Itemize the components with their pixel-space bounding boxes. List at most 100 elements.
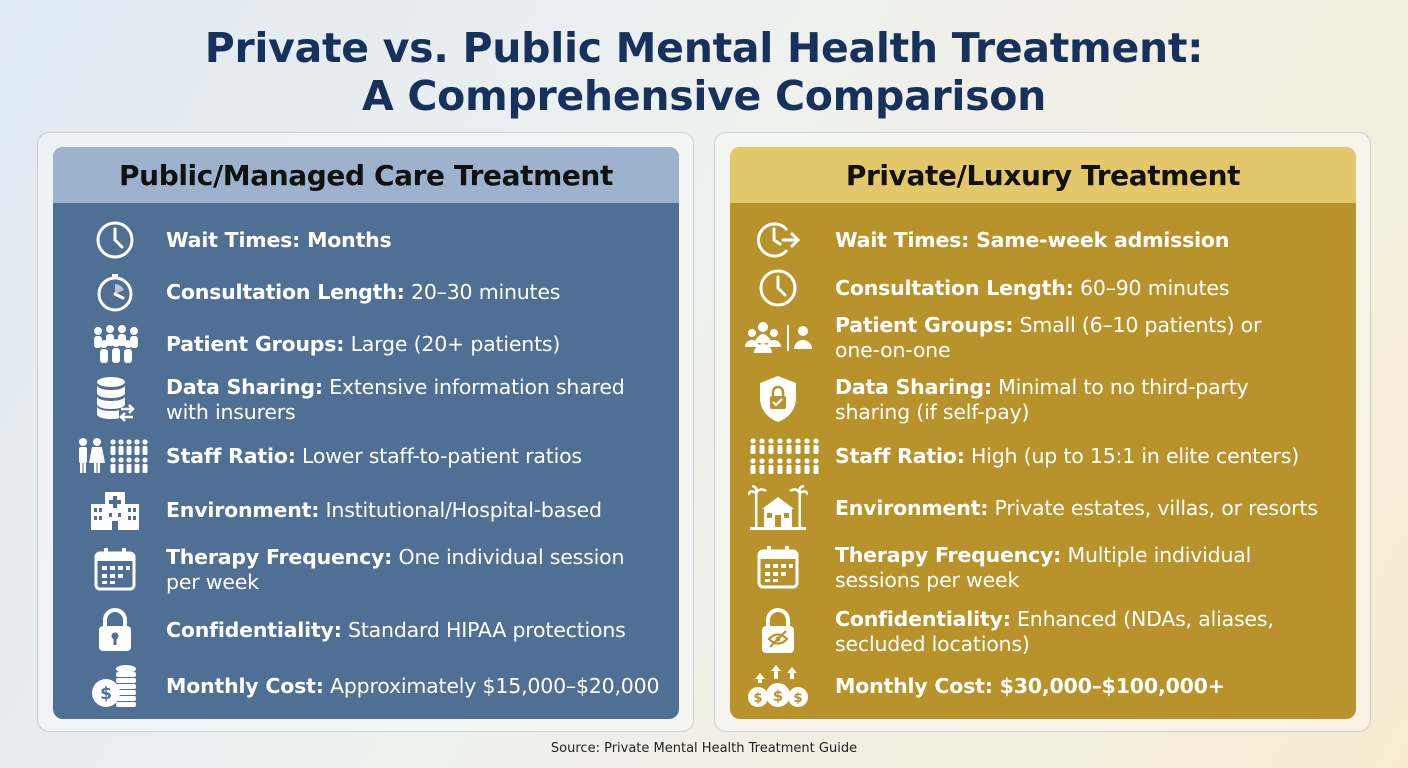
row-value: High (up to 15:1 in elite centers) [964, 444, 1300, 468]
staff-people-icon [746, 431, 826, 481]
private-row-text: Staff Ratio: High (up to 15:1 in elite c… [835, 444, 1299, 469]
row-label: Monthly Cost: $30,000–$100,000+ [835, 674, 1225, 698]
row-value-line2: with insurers [166, 400, 296, 424]
private-row-text: Data Sharing: Minimal to no third-party s… [835, 375, 1249, 425]
private-row-text: Confidentiality: Enhanced (NDAs, aliases… [835, 607, 1274, 657]
row-value: Enhanced (NDAs, aliases, [1010, 607, 1274, 631]
private-row-confidentiality: Confidentiality: Enhanced (NDAs, aliases… [730, 601, 1356, 661]
svg-text:$: $ [100, 684, 112, 704]
private-panel: Private/Luxury Treatment Wait Times: Sam… [714, 132, 1371, 732]
public-row-therapy-frequency: Therapy Frequency: One individual sessio… [53, 539, 679, 599]
public-row-staff-ratio: Staff Ratio: Lower staff-to-patient rati… [53, 431, 679, 481]
row-value: 20–30 minutes [404, 280, 561, 304]
row-label: Consultation Length: [835, 276, 1074, 300]
shield-check-icon [748, 374, 808, 424]
clock-icon [748, 263, 808, 313]
calendar-icon [748, 542, 808, 592]
public-row-consultation: Consultation Length: 20–30 minutes [53, 267, 679, 317]
public-row-data-sharing: Data Sharing: Extensive information shar… [53, 369, 679, 429]
coins-icon: $ [85, 661, 145, 711]
row-label: Data Sharing: [166, 375, 323, 399]
public-card: Public/Managed Care Treatment Wait Times… [53, 147, 679, 719]
row-value: Minimal to no third-party [991, 375, 1249, 399]
database-transfer-icon [85, 374, 145, 424]
row-value: Extensive information shared [322, 375, 625, 399]
row-value-line2: per week [166, 570, 259, 594]
calendar-icon [85, 544, 145, 594]
lock-eye-icon [748, 606, 808, 656]
row-value: Approximately $15,000–$20,000 [323, 674, 660, 698]
lock-icon [85, 605, 145, 655]
row-value: Standard HIPAA protections [341, 618, 626, 642]
private-row-monthly-cost: $ $ $ Monthly Cost: $30,000–$100,000+ [730, 661, 1356, 711]
private-row-wait-times: Wait Times: Same-week admission [730, 215, 1356, 265]
row-value: 60–90 minutes [1073, 276, 1230, 300]
svg-text:$: $ [793, 691, 802, 706]
public-row-text: Therapy Frequency: One individual sessio… [166, 545, 624, 595]
row-value-line2: secluded locations) [835, 632, 1030, 656]
small-group-icon [740, 312, 820, 362]
crowd-icon [85, 319, 145, 369]
row-value: Lower staff-to-patient ratios [295, 444, 582, 468]
public-row-text: Consultation Length: 20–30 minutes [166, 280, 560, 305]
row-label: Wait Times: Months [166, 228, 392, 252]
row-label: Patient Groups: [835, 313, 1014, 337]
public-row-text: Data Sharing: Extensive information shar… [166, 375, 625, 425]
clock-icon [85, 215, 145, 265]
private-row-text: Consultation Length: 60–90 minutes [835, 276, 1229, 301]
row-label: Wait Times: Same-week admission [835, 228, 1230, 252]
row-value-line2: sharing (if self-pay) [835, 400, 1030, 424]
staff-people-icon [73, 431, 157, 481]
private-row-data-sharing: Data Sharing: Minimal to no third-party s… [730, 369, 1356, 429]
row-value: Private estates, villas, or resorts [988, 496, 1318, 520]
public-panel: Public/Managed Care Treatment Wait Times… [37, 132, 694, 732]
public-row-patient-groups: Patient Groups: Large (20+ patients) [53, 319, 679, 369]
title-line-1: Private vs. Public Mental Health Treatme… [204, 24, 1204, 72]
title-line-2: A Comprehensive Comparison [361, 72, 1047, 120]
page-title: Private vs. Public Mental Health Treatme… [0, 24, 1408, 120]
public-row-text: Staff Ratio: Lower staff-to-patient rati… [166, 444, 582, 469]
private-row-text: Monthly Cost: $30,000–$100,000+ [835, 674, 1225, 699]
private-row-text: Environment: Private estates, villas, or… [835, 496, 1318, 521]
private-row-staff-ratio: Staff Ratio: High (up to 15:1 in elite c… [730, 431, 1356, 481]
private-card-heading: Private/Luxury Treatment [730, 147, 1356, 203]
row-value: One individual session [392, 545, 625, 569]
row-label: Confidentiality: [166, 618, 342, 642]
svg-text:$: $ [773, 687, 783, 705]
row-value: Institutional/Hospital-based [319, 498, 602, 522]
row-label: Therapy Frequency: [835, 543, 1062, 567]
public-row-text: Wait Times: Months [166, 228, 392, 253]
private-row-therapy-frequency: Therapy Frequency: Multiple individual se… [730, 537, 1356, 597]
stopwatch-icon [85, 267, 145, 317]
row-value-line2: one-on-one [835, 338, 951, 362]
public-row-confidentiality: Confidentiality: Standard HIPAA protecti… [53, 605, 679, 655]
row-label: Consultation Length: [166, 280, 405, 304]
private-row-text: Patient Groups: Small (6–10 patients) or… [835, 313, 1261, 363]
fast-clock-icon [748, 215, 808, 265]
villa-icon [748, 483, 808, 533]
svg-text:$: $ [753, 691, 762, 706]
row-label: Patient Groups: [166, 332, 345, 356]
row-label: Staff Ratio: [835, 444, 965, 468]
row-label: Monthly Cost: [166, 674, 324, 698]
private-row-consultation: Consultation Length: 60–90 minutes [730, 263, 1356, 313]
row-label: Confidentiality: [835, 607, 1011, 631]
source-note: Source: Private Mental Health Treatment … [550, 741, 858, 756]
private-row-text: Wait Times: Same-week admission [835, 228, 1229, 253]
public-row-text: Patient Groups: Large (20+ patients) [166, 332, 560, 357]
row-value: Large (20+ patients) [344, 332, 561, 356]
private-row-text: Therapy Frequency: Multiple individual se… [835, 543, 1251, 593]
private-row-environment: Environment: Private estates, villas, or… [730, 483, 1356, 533]
public-row-environment: Environment: Institutional/Hospital-base… [53, 485, 679, 535]
hospital-icon [85, 485, 145, 535]
row-label: Therapy Frequency: [166, 545, 393, 569]
public-row-monthly-cost: $ Monthly Cost: Approximately $15,000–$2… [53, 661, 679, 711]
private-row-patient-groups: Patient Groups: Small (6–10 patients) or… [730, 309, 1356, 365]
private-card: Private/Luxury Treatment Wait Times: Sam… [730, 147, 1356, 719]
row-value: Small (6–10 patients) or [1013, 313, 1262, 337]
public-row-text: Monthly Cost: Approximately $15,000–$20,… [166, 674, 660, 699]
row-value: Multiple individual [1061, 543, 1252, 567]
row-label: Environment: [835, 496, 989, 520]
row-label: Environment: [166, 498, 320, 522]
public-row-wait-times: Wait Times: Months [53, 215, 679, 265]
